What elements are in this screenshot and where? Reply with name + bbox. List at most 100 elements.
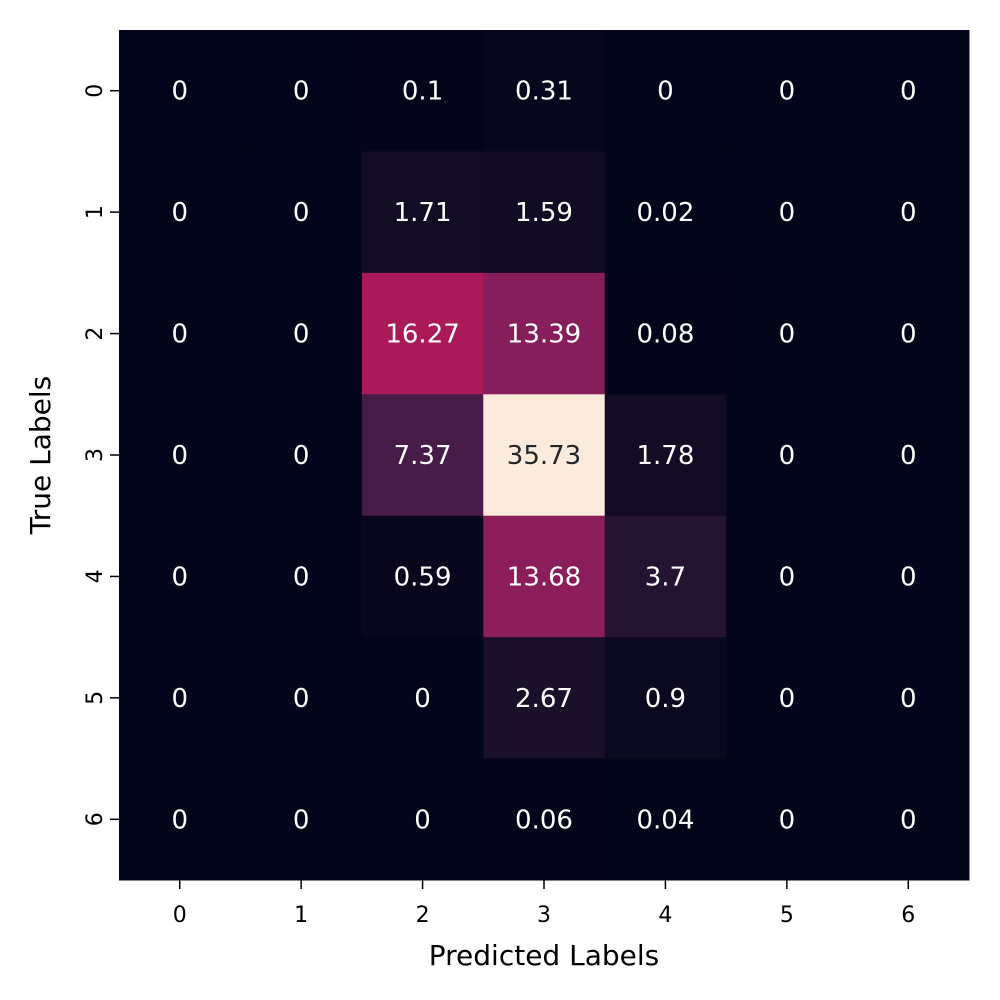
y-tick-label: 2 (83, 327, 108, 341)
heatmap-cell (361, 758, 484, 881)
cell-value-label: 0.9 (645, 684, 686, 714)
heatmap-cell (119, 30, 241, 152)
y-tick-label: 3 (83, 448, 108, 462)
heatmap-cell (847, 394, 970, 517)
cell-value-label: 0 (779, 684, 796, 714)
cell-value-label: 0 (900, 684, 917, 714)
heatmap-cell (119, 758, 241, 881)
cell-value-label: 1.78 (636, 441, 694, 471)
cell-value-label: 0 (779, 198, 796, 228)
heatmap-cell (847, 151, 970, 274)
y-tick-label: 6 (83, 812, 108, 826)
heatmap-cell (119, 637, 241, 760)
cell-value-label: 0 (171, 198, 188, 228)
heatmap-cell (240, 758, 363, 881)
cell-value-label: 1.71 (394, 198, 452, 228)
cell-value-label: 0.59 (394, 562, 452, 592)
heatmap-cell (847, 30, 970, 152)
cell-value-label: 0.02 (636, 198, 694, 228)
heatmap-cell (483, 758, 606, 881)
heatmap-cell (361, 637, 484, 760)
cell-value-label: 0.04 (636, 805, 694, 835)
cell-value-label: 0 (414, 805, 431, 835)
heatmap-cell (119, 272, 241, 395)
cell-value-label: 0 (171, 562, 188, 592)
x-axis-label: Predicted Labels (429, 939, 659, 972)
heatmap-cell (119, 515, 241, 638)
heatmap-cell (361, 394, 484, 517)
cell-value-label: 0 (293, 805, 310, 835)
cell-annotations: 0 0 0.1 0.31 0 0 0 0 0 1.71 1.59 0.02 0 0 0 0 16.27 13.39… (171, 77, 916, 836)
cell-value-label: 0 (414, 684, 431, 714)
cell-value-label: 0.1 (402, 77, 443, 107)
heatmap-cell (361, 515, 484, 638)
cell-value-label: 0 (293, 77, 310, 107)
cell-value-label: 0 (171, 805, 188, 835)
x-tick-label: 2 (416, 903, 430, 928)
y-tick-label: 4 (83, 569, 108, 583)
cell-value-label: 0 (779, 805, 796, 835)
heatmap-cell (483, 272, 606, 395)
heatmap-cell (483, 637, 606, 760)
cell-value-label: 1.59 (515, 198, 573, 228)
y-tick-label: 5 (83, 691, 108, 705)
heatmap-cell (726, 515, 849, 638)
cell-value-label: 0 (900, 562, 917, 592)
cell-value-label: 7.37 (394, 441, 452, 471)
heatmap-cell (240, 30, 363, 152)
heatmap-cell (119, 151, 241, 274)
heatmap-cell (726, 758, 849, 881)
cell-value-label: 0.08 (636, 320, 694, 350)
heatmap-cell (240, 394, 363, 517)
cell-value-label: 0.06 (515, 805, 573, 835)
cell-value-label: 13.68 (507, 562, 581, 592)
heatmap-cell (119, 394, 241, 517)
heatmap-cell (361, 272, 484, 395)
heatmap-cell (604, 637, 727, 760)
cell-value-label: 0 (171, 77, 188, 107)
cell-value-label: 0.31 (515, 77, 573, 107)
heatmap-cell (483, 30, 606, 152)
cell-value-label: 3.7 (645, 562, 686, 592)
x-tick-label: 3 (537, 903, 551, 928)
cell-value-label: 0 (900, 198, 917, 228)
cell-value-label: 2.67 (515, 684, 573, 714)
x-tick-label: 5 (780, 903, 794, 928)
y-axis-label: True Labels (24, 376, 57, 536)
x-tick-label: 1 (294, 903, 308, 928)
y-tick-label: 1 (83, 205, 108, 219)
heatmap-cell (361, 30, 484, 152)
heatmap-cell (483, 515, 606, 638)
cell-value-label: 0 (900, 441, 917, 471)
heatmap-cell (726, 394, 849, 517)
cell-value-label: 0 (900, 320, 917, 350)
heatmap-cell (604, 272, 727, 395)
x-tick-label: 0 (173, 903, 187, 928)
cell-value-label: 35.73 (507, 441, 581, 471)
heatmap-cell (240, 151, 363, 274)
cell-value-label: 13.39 (507, 320, 581, 350)
cell-value-label: 0 (293, 562, 310, 592)
cell-value-label: 0 (293, 198, 310, 228)
cell-value-label: 0 (171, 320, 188, 350)
heatmap-cell (240, 637, 363, 760)
cell-value-label: 0 (171, 684, 188, 714)
y-axis-ticks: 0 1 2 3 4 5 6 (83, 84, 119, 826)
cell-value-label: 16.27 (385, 320, 459, 350)
cell-value-label: 0 (293, 684, 310, 714)
heatmap-cell (483, 394, 606, 517)
cell-value-label: 0 (779, 77, 796, 107)
heatmap-cell (847, 637, 970, 760)
cell-value-label: 0 (779, 320, 796, 350)
heatmap-cell (847, 515, 970, 638)
heatmap-cell (604, 151, 727, 274)
x-tick-label: 4 (658, 903, 672, 928)
heatmap-cell (726, 637, 849, 760)
y-tick-label: 0 (83, 84, 108, 98)
heatmap-cell (604, 515, 727, 638)
cell-value-label: 0 (293, 320, 310, 350)
cell-value-label: 0 (779, 441, 796, 471)
heatmap-cell (726, 30, 849, 152)
heatmap-cell (604, 758, 727, 881)
heatmap-cell (726, 272, 849, 395)
